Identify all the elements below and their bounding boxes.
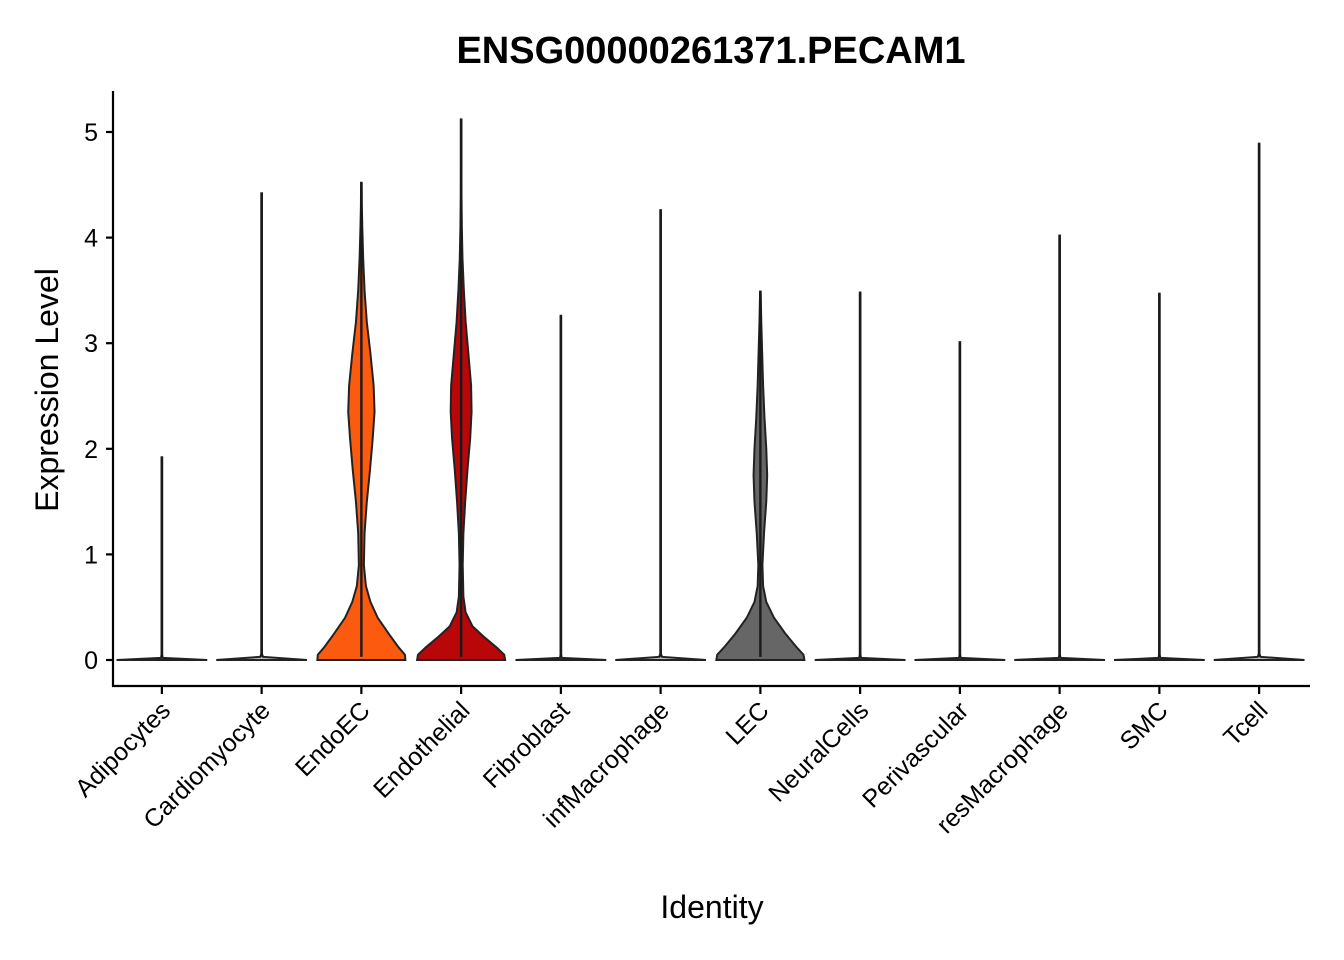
x-tick-label: Adipocytes bbox=[70, 696, 176, 802]
y-tick-label: 3 bbox=[84, 330, 98, 358]
x-tick-label: SMC bbox=[1115, 696, 1174, 755]
y-tick-label: 4 bbox=[84, 225, 98, 253]
x-axis-title: Identity bbox=[660, 889, 763, 925]
y-tick-label: 5 bbox=[84, 119, 98, 147]
x-tick-label: Tcell bbox=[1218, 696, 1273, 751]
x-tick-label: EndoEC bbox=[290, 696, 376, 782]
chart-title: ENSG00000261371.PECAM1 bbox=[456, 30, 965, 72]
y-tick-label: 0 bbox=[84, 647, 98, 675]
x-tick-label: NeuralCells bbox=[763, 696, 874, 807]
y-axis: 0 1 2 3 4 5 bbox=[84, 91, 115, 687]
violins-group bbox=[116, 118, 1305, 661]
y-tick-label: 1 bbox=[84, 541, 98, 569]
y-axis-title: Expression Level bbox=[29, 268, 65, 512]
x-tick-label: LEC bbox=[720, 696, 774, 750]
x-tick-label: Endothelial bbox=[368, 696, 475, 803]
y-tick-label: 2 bbox=[84, 436, 98, 464]
x-tick-label: Fibroblast bbox=[478, 696, 575, 793]
